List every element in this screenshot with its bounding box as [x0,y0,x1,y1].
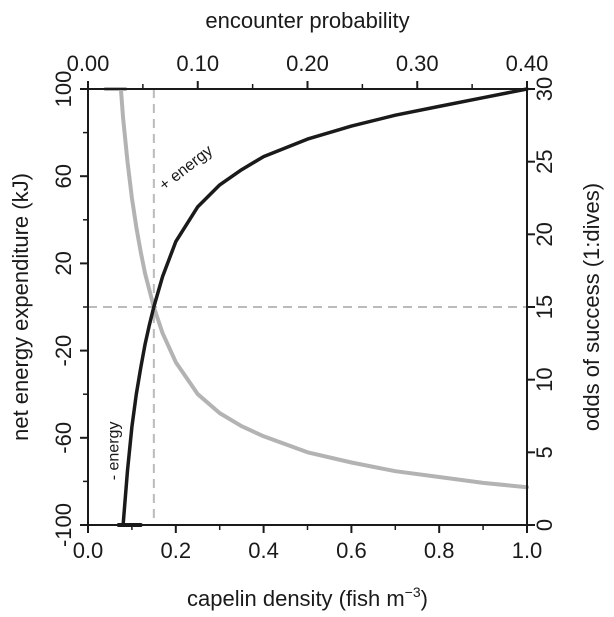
y-right-tick-label: 20 [532,222,557,246]
x-top-tick-label: 0.40 [506,51,549,76]
y-right-tick-label: 30 [532,77,557,101]
plot-area: + energy - energy [88,87,529,527]
x-bottom-tick-label: 0.8 [424,538,455,563]
y-left-tick-label: 20 [51,251,76,275]
annotation-minus-energy: - energy [106,422,123,481]
x-bottom-axis-title: capelin density (fish m−3) [187,584,428,611]
y-left-tick-label: -20 [51,335,76,367]
y-left-tick-label: 60 [51,164,76,188]
x-bottom-tick-label: 1.0 [512,538,543,563]
x-bottom-title-close: ) [421,586,428,611]
x-top-tick-label: 0.30 [396,51,439,76]
axes: 0.0 0.2 0.4 0.6 0.8 1.0 0.00 0.10 0.20 0.30 0.40 -1… [8,8,604,611]
y-right-tick-label: 5 [532,446,557,458]
x-bottom-tick-label: 0.0 [73,538,104,563]
y-left-tick-label: -60 [51,422,76,454]
x-top-axis-title: encounter probability [205,8,409,33]
x-top-tick-label: 0.20 [286,51,329,76]
y-left-axis-title: net energy expenditure (kJ) [8,173,33,441]
energy-curve-line [121,87,529,527]
odds-curve-line [118,87,529,490]
x-bottom-title-main: capelin density (fish m [187,586,405,611]
y-left-tick-label: 100 [51,71,76,108]
y-right-axis-title: odds of success (1:dives) [579,183,604,431]
x-bottom-tick-label: 0.6 [336,538,367,563]
y-right-tick-label: 15 [532,295,557,319]
y-right-tick-label: 10 [532,367,557,391]
x-top-tick-label: 0.00 [67,51,110,76]
annotation-plus-energy: + energy [156,142,216,194]
y-left-tick-label: -100 [51,503,76,547]
x-bottom-tick-label: 0.4 [248,538,279,563]
x-top-tick-label: 0.10 [176,51,219,76]
x-bottom-tick-label: 0.2 [161,538,192,563]
y-right-tick-label: 0 [532,519,557,531]
x-bottom-title-superscript: −3 [405,584,421,600]
y-right-tick-label: 25 [532,149,557,173]
